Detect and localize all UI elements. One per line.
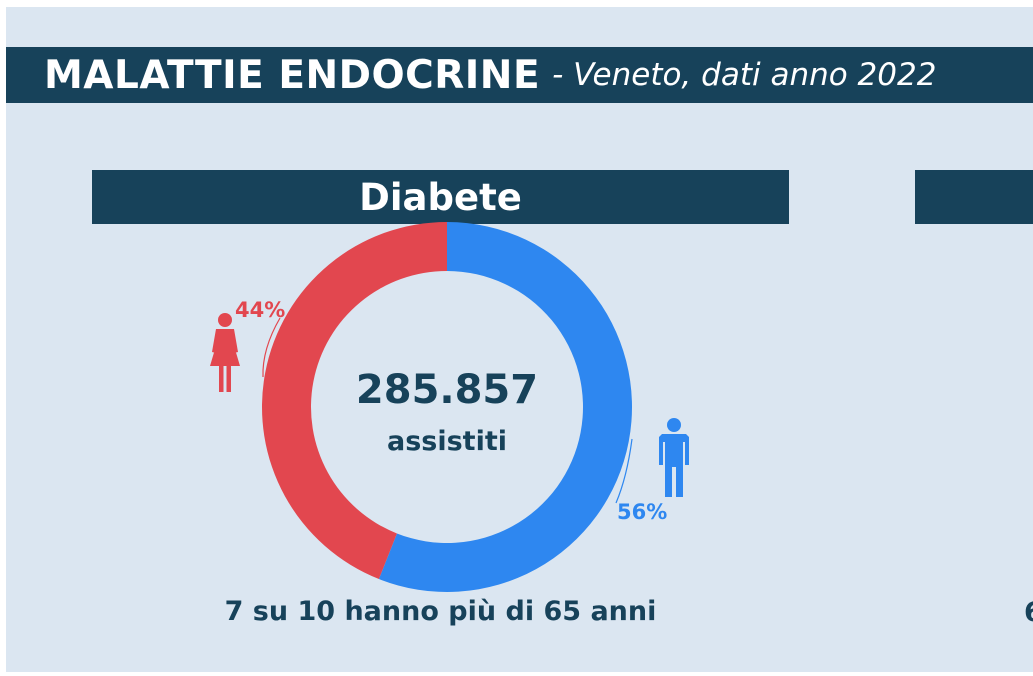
female-percent-label: 44% bbox=[235, 298, 286, 322]
section-title: Diabete bbox=[92, 170, 789, 224]
female-icon bbox=[210, 313, 240, 392]
donut-slice-male bbox=[378, 222, 632, 592]
total-label: assistiti bbox=[386, 426, 507, 457]
donut-slice-female bbox=[261, 222, 447, 580]
male-icon bbox=[659, 418, 689, 497]
page-title: MALATTIE ENDOCRINE bbox=[44, 52, 541, 98]
age-note: 7 su 10 hanno più di 65 anni bbox=[224, 596, 657, 627]
total-value: 285.857 bbox=[355, 367, 539, 413]
title-bar: MALATTIE ENDOCRINE - Veneto, dati anno 2… bbox=[6, 47, 1033, 103]
next-section-bar bbox=[915, 170, 1033, 224]
next-panel-text-fragment: 6 bbox=[1024, 597, 1033, 628]
donut-chart bbox=[261, 222, 633, 592]
female-leader-line bbox=[262, 317, 281, 378]
male-leader-line bbox=[615, 438, 633, 504]
infographic: MALATTIE ENDOCRINE - Veneto, dati anno 2… bbox=[6, 7, 1033, 672]
page-subtitle: - Veneto, dati anno 2022 bbox=[552, 57, 937, 93]
male-percent-label: 56% bbox=[617, 500, 668, 524]
